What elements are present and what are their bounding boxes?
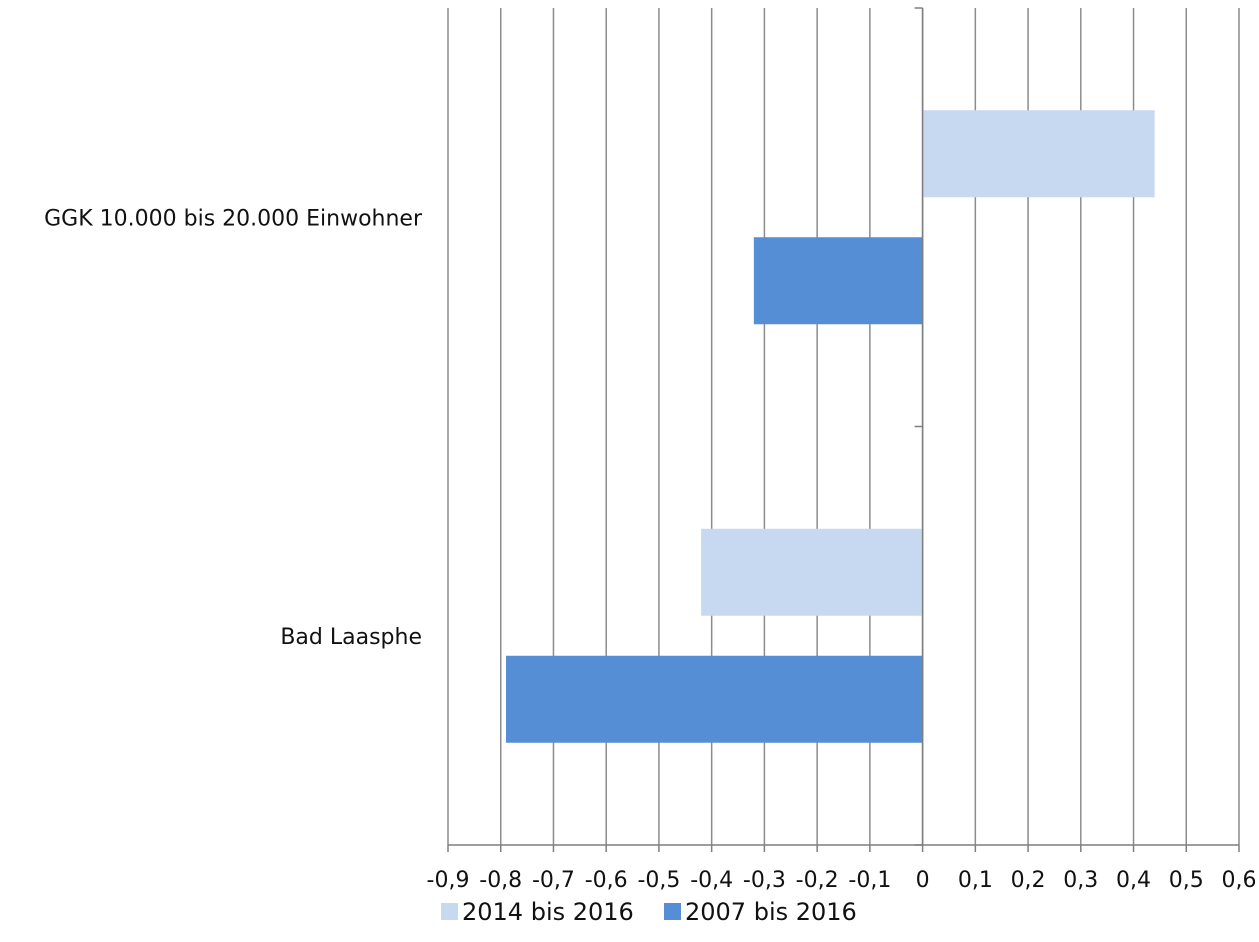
bars bbox=[506, 110, 1155, 743]
x-tick-label: 0 bbox=[916, 868, 930, 893]
category-label: GGK 10.000 bis 20.000 Einwohner bbox=[44, 206, 423, 231]
x-tick-label: -0,5 bbox=[637, 868, 680, 893]
legend-swatch-1 bbox=[441, 903, 458, 920]
x-tick-label: 0,5 bbox=[1169, 868, 1204, 893]
category-label: Bad Laasphe bbox=[280, 625, 422, 650]
legend-label-1: 2014 bis 2016 bbox=[462, 898, 634, 926]
axes bbox=[447, 7, 1240, 852]
x-tick-labels: -0,9 -0,8 -0,7 -0,6 -0,5 -0,4 -0,3 -0,2 -0,1 0 0,1… bbox=[427, 868, 1257, 893]
bar-1-series-2 bbox=[753, 237, 923, 325]
x-tick-label: -0,6 bbox=[585, 868, 628, 893]
bar-1-series-1 bbox=[922, 110, 1155, 198]
x-tick-label: 0,2 bbox=[1011, 868, 1046, 893]
x-tick-label: 0,1 bbox=[958, 868, 993, 893]
x-tick-label: -0,9 bbox=[427, 868, 470, 893]
bar-2-series-2 bbox=[506, 655, 923, 743]
x-tick-label: -0,8 bbox=[479, 868, 522, 893]
x-tick-label: 0,3 bbox=[1063, 868, 1098, 893]
x-tick-label: -0,4 bbox=[690, 868, 733, 893]
x-tick-label: 0,4 bbox=[1116, 868, 1151, 893]
legend-label-2: 2007 bis 2016 bbox=[685, 898, 857, 926]
bar-2-series-1 bbox=[701, 528, 923, 616]
legend: 2014 bis 2016 2007 bis 2016 bbox=[441, 898, 857, 926]
x-tick-label: -0,1 bbox=[848, 868, 891, 893]
x-tick-label: 0,6 bbox=[1222, 868, 1257, 893]
category-labels: GGK 10.000 bis 20.000 Einwohner Bad Laasp… bbox=[44, 206, 423, 650]
x-tick-label: -0,3 bbox=[743, 868, 786, 893]
x-tick-label: -0,7 bbox=[532, 868, 575, 893]
legend-swatch-2 bbox=[664, 903, 681, 920]
x-tick-label: -0,2 bbox=[796, 868, 839, 893]
